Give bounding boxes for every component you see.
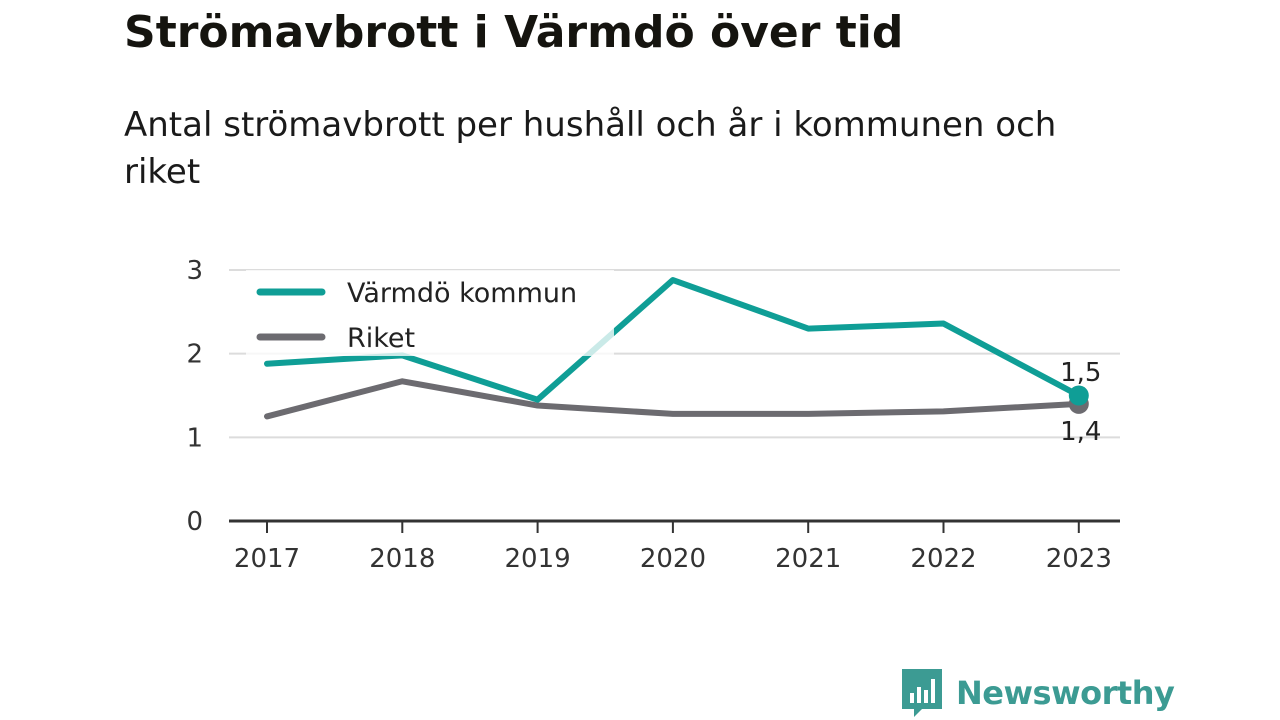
newsworthy-logo-icon: [902, 669, 942, 717]
x-tick-label-2017: 2017: [234, 544, 300, 574]
end-label-varmdo: 1,5: [1060, 358, 1101, 388]
legend-label-riket: Riket: [347, 323, 415, 354]
y-tick-label-2: 2: [186, 340, 203, 370]
series-line-riket: [264, 378, 1082, 420]
x-tick-label-2023: 2023: [1046, 544, 1112, 574]
y-tick-label-3: 3: [186, 256, 203, 286]
end-label-riket: 1,4: [1060, 417, 1101, 447]
y-tick-label-1: 1: [186, 423, 203, 453]
legend-label-varmdo: Värmdö kommun: [347, 278, 577, 309]
x-tick-label-2020: 2020: [640, 544, 706, 574]
x-tick-label-2022: 2022: [910, 544, 976, 574]
chart-subtitle: Antal strömavbrott per hushåll och år i …: [124, 105, 1057, 192]
x-tick-label-2018: 2018: [369, 544, 435, 574]
axes: 0 1 2 3 2017 2018 2019 2020 2021 2022 2023: [186, 256, 1120, 574]
newsworthy-logo: Newsworthy: [902, 668, 1175, 718]
line-chart: 0 1 2 3 2017 2018 2019 2020 2021 2022 2023 Värmdö …: [186, 256, 1120, 574]
end-labels: 1,5 1,4: [1060, 358, 1101, 447]
end-marker-varmdo: [1068, 385, 1089, 406]
legend: Värmdö kommun Riket: [246, 270, 614, 356]
newsworthy-logo-text: Newsworthy: [956, 674, 1175, 712]
legend-background: [246, 270, 614, 356]
y-tick-label-0: 0: [186, 507, 203, 537]
chart-title: Strömavbrott i Värmdö över tid: [124, 7, 904, 58]
x-tick-label-2021: 2021: [775, 544, 841, 574]
x-tick-label-2019: 2019: [505, 544, 571, 574]
